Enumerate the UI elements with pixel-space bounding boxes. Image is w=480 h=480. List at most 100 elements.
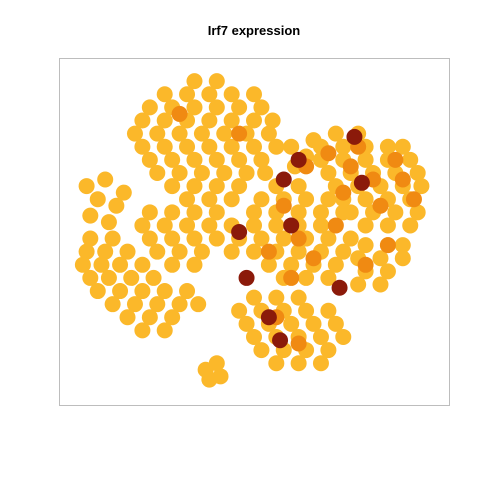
point xyxy=(231,178,248,195)
point xyxy=(327,256,344,273)
point xyxy=(223,112,240,129)
point xyxy=(141,151,158,168)
point xyxy=(231,302,248,319)
point xyxy=(186,73,203,90)
point xyxy=(179,86,196,103)
point xyxy=(264,112,281,129)
point xyxy=(119,243,136,260)
point xyxy=(238,269,255,286)
point xyxy=(141,230,158,247)
point xyxy=(272,332,289,349)
point xyxy=(186,204,203,221)
point xyxy=(260,243,277,260)
point xyxy=(387,151,404,168)
point xyxy=(275,230,292,247)
point xyxy=(394,250,411,267)
point xyxy=(216,164,233,181)
point xyxy=(112,256,129,273)
point xyxy=(253,342,270,359)
point xyxy=(134,112,151,129)
point xyxy=(342,158,359,175)
point xyxy=(246,328,262,345)
point xyxy=(231,125,248,142)
point xyxy=(231,224,248,240)
point xyxy=(208,204,225,221)
point xyxy=(290,178,307,195)
point xyxy=(171,125,188,142)
point xyxy=(253,151,270,168)
point xyxy=(171,243,188,260)
point xyxy=(357,256,374,273)
point xyxy=(179,217,196,234)
point xyxy=(260,256,277,273)
point xyxy=(357,217,374,234)
point xyxy=(327,217,344,234)
point xyxy=(268,217,285,234)
point xyxy=(156,322,173,339)
point xyxy=(186,151,203,168)
point xyxy=(320,230,337,247)
point xyxy=(357,151,374,168)
point xyxy=(238,315,255,332)
point xyxy=(305,250,322,267)
point xyxy=(223,138,240,155)
point xyxy=(246,112,262,129)
points xyxy=(74,73,430,388)
point xyxy=(223,243,240,260)
point xyxy=(93,256,110,273)
point xyxy=(208,73,225,90)
point xyxy=(320,269,337,286)
point xyxy=(320,342,337,359)
point xyxy=(394,171,411,188)
point xyxy=(201,138,218,155)
point xyxy=(305,315,322,332)
point xyxy=(331,279,348,296)
point xyxy=(268,138,285,155)
point xyxy=(283,138,300,155)
point xyxy=(149,125,166,142)
point xyxy=(246,289,262,306)
point xyxy=(171,164,188,181)
point xyxy=(193,164,210,181)
point xyxy=(246,204,262,221)
point xyxy=(402,217,419,234)
point xyxy=(394,138,411,155)
point xyxy=(353,174,370,191)
point xyxy=(320,164,337,181)
point xyxy=(320,191,337,208)
point xyxy=(186,256,203,273)
point xyxy=(305,132,322,149)
point xyxy=(104,230,121,247)
point xyxy=(201,191,218,208)
point xyxy=(290,204,307,221)
point xyxy=(312,355,329,372)
point xyxy=(164,178,181,195)
point xyxy=(283,256,300,273)
point xyxy=(231,151,248,168)
point xyxy=(186,230,203,247)
point xyxy=(298,191,315,208)
chart-title: Irf7 expression xyxy=(208,23,301,38)
point xyxy=(372,276,389,293)
point xyxy=(394,237,411,254)
point xyxy=(320,302,337,319)
point xyxy=(246,86,262,103)
point xyxy=(379,263,396,280)
point xyxy=(156,217,173,234)
point xyxy=(171,296,188,313)
point xyxy=(335,243,352,260)
point xyxy=(268,289,285,306)
point xyxy=(208,151,225,168)
point xyxy=(74,256,91,273)
point xyxy=(327,315,344,332)
point xyxy=(238,164,255,181)
point xyxy=(290,355,307,372)
point xyxy=(104,296,121,313)
point xyxy=(141,99,158,116)
point xyxy=(335,184,352,201)
point xyxy=(283,217,300,234)
point xyxy=(372,250,389,267)
point xyxy=(164,204,181,221)
point xyxy=(335,138,352,155)
